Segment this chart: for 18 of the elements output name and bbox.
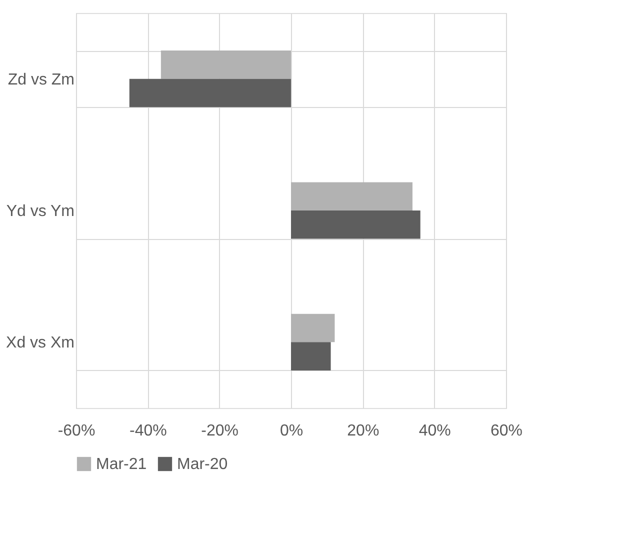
x-tick-label: 20% <box>347 422 380 440</box>
bar <box>291 342 331 370</box>
legend-label: Mar-21 <box>96 456 147 473</box>
x-tick-label: -40% <box>129 422 167 440</box>
x-tick-label: -20% <box>201 422 239 440</box>
x-tick-label: 0% <box>280 422 304 440</box>
y-tick-label: Xd vs Xm <box>6 334 74 352</box>
bar <box>129 78 291 108</box>
bar <box>291 314 335 342</box>
bar <box>160 50 291 79</box>
y-tick-label: Zd vs Zm <box>8 71 74 88</box>
y-tick-label: Yd vs Ym <box>6 203 74 220</box>
x-tick-label: 60% <box>490 422 523 440</box>
x-tick-label: -60% <box>58 422 96 440</box>
x-tick-label: 40% <box>418 422 451 440</box>
bar <box>291 210 420 239</box>
legend-label: Mar-20 <box>177 456 228 473</box>
bar <box>291 182 412 210</box>
